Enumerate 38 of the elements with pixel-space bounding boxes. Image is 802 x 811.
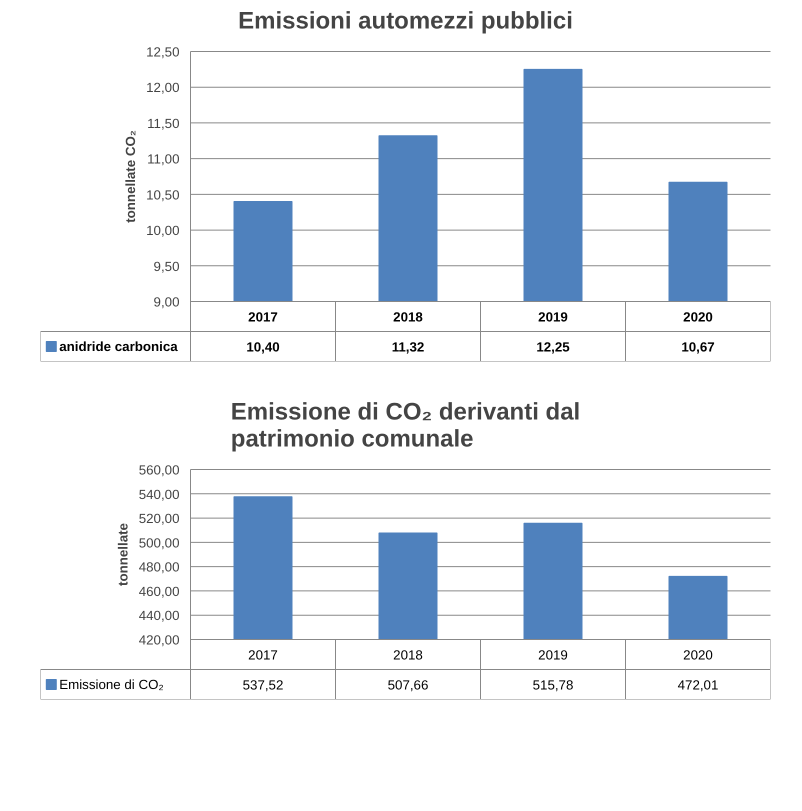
x-tick-label: 2019 <box>538 310 568 324</box>
y-tick-label: 10,00 <box>146 223 180 238</box>
chart-title: Emissioni automezzi pubblici <box>238 8 573 34</box>
y-tick-label: 560,00 <box>138 462 180 478</box>
y-tick-label: 12,50 <box>146 44 180 60</box>
y-axis-title: tonnellate <box>116 523 131 586</box>
data-label: 537,52 <box>242 678 284 692</box>
y-tick-label: 9,50 <box>154 258 180 274</box>
data-label: 515,78 <box>532 678 574 692</box>
data-label: 507,66 <box>388 678 428 692</box>
x-tick-label: 2020 <box>683 310 713 324</box>
data-label: 11,32 <box>392 340 424 354</box>
y-axis-title: tonnellate CO₂ <box>123 130 138 223</box>
data-label: 472,01 <box>678 678 718 692</box>
y-tick-label: 12,00 <box>146 80 180 96</box>
x-tick-label: 2018 <box>393 310 423 324</box>
y-tick-label: 460,00 <box>138 584 180 599</box>
x-tick-label: 2019 <box>538 648 568 662</box>
y-tick-label: 520,00 <box>138 511 180 526</box>
legend-label: anidride carbonica <box>59 339 178 354</box>
x-tick-label: 2018 <box>393 648 423 662</box>
y-tick-label: 11,00 <box>147 152 180 167</box>
y-tick-label: 420,00 <box>138 632 180 648</box>
y-tick-label: 440,00 <box>138 608 180 624</box>
data-label: 10,67 <box>681 340 715 354</box>
x-tick-label: 2020 <box>683 648 713 662</box>
y-tick-label: 500,00 <box>138 535 180 550</box>
x-tick-label: 2017 <box>248 648 278 662</box>
y-tick-label: 9,00 <box>154 294 180 310</box>
legend-label: Emissione di CO₂ <box>59 677 164 692</box>
chart-title: Emissione di CO₂ derivanti dal patrimonio comunale <box>230 398 580 452</box>
y-tick-label: 11,50 <box>147 116 180 131</box>
y-tick-label: 10,50 <box>146 187 180 202</box>
data-label: 12,25 <box>536 340 570 354</box>
y-tick-label: 540,00 <box>138 486 180 502</box>
y-tick-label: 480,00 <box>138 560 180 575</box>
data-label: 10,40 <box>246 340 280 354</box>
x-tick-label: 2017 <box>248 310 278 324</box>
